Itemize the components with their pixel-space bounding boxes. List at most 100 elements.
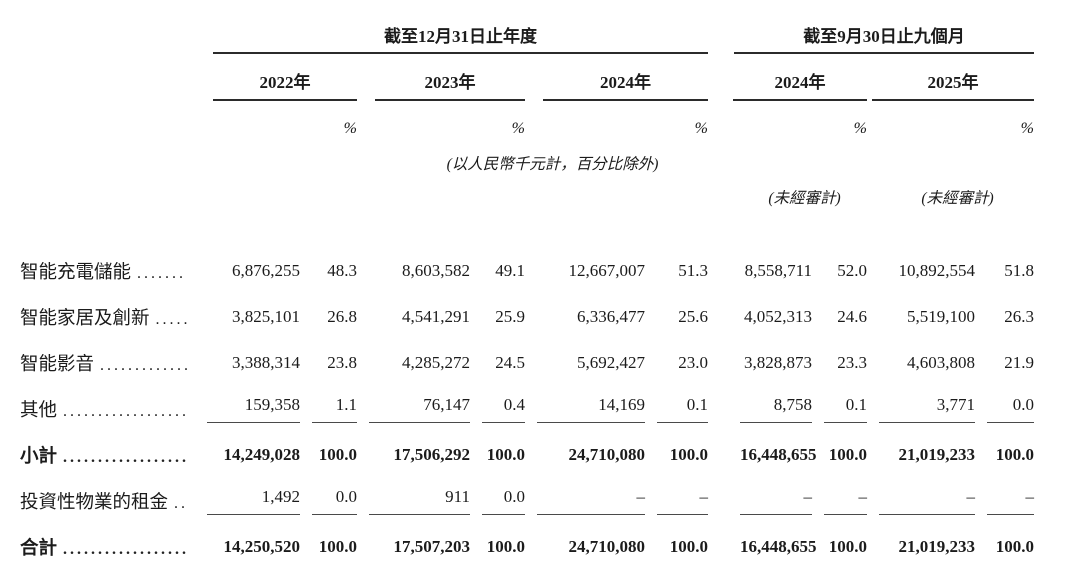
- percent-cell: 1.1: [300, 386, 357, 432]
- value-cell: 8,603,582: [402, 261, 470, 280]
- period-header-row: 截至12月31日止年度 截至9月30日止九個月: [20, 6, 1034, 54]
- dot-leader: ........................................…: [63, 541, 187, 558]
- unaudited-row: (未經審計) (未經審計): [20, 174, 1034, 208]
- unaudited-note: (未經審計): [921, 190, 994, 207]
- value-cell: 4,285,272: [402, 353, 470, 372]
- value-cell: 3,825,101: [232, 307, 300, 326]
- percent-cell: 26.3: [1004, 307, 1034, 326]
- value-cell: 3,828,873: [744, 353, 812, 372]
- row-label-header-empty: [20, 54, 195, 101]
- percent-cell: 25.9: [495, 307, 525, 326]
- unaudited-note: (未經審計): [768, 190, 841, 207]
- dot-leader: ........................................…: [137, 265, 187, 282]
- value-cell: –: [525, 478, 645, 524]
- percent-cell: 100.0: [318, 445, 357, 464]
- dot-leader: ........................................…: [100, 357, 187, 374]
- row-label-empty: [20, 138, 195, 174]
- percent-symbol: %: [1020, 120, 1034, 137]
- row-label-empty: [20, 174, 195, 208]
- row-label-smart-home-innovation: 智能家居及創新.................................…: [20, 294, 195, 340]
- percent-cell: 100.0: [318, 537, 357, 556]
- value-cell-empty: [867, 101, 975, 138]
- section-gap: [708, 478, 728, 524]
- percent-cell: 0.1: [645, 386, 708, 432]
- percent-symbol: %: [694, 120, 708, 137]
- value-cell-empty: [195, 101, 300, 138]
- percent-symbol: %: [853, 120, 867, 137]
- year-header-2025-9m: 2025年: [867, 54, 1034, 101]
- table-row-others: 其他......................................…: [20, 386, 1034, 432]
- empty-cell: [195, 138, 357, 174]
- empty-cell: [195, 174, 708, 208]
- percent-cell: –: [812, 478, 867, 524]
- year-header-2024-9m: 2024年: [728, 54, 867, 101]
- value-cell: 3,388,314: [232, 353, 300, 372]
- percent-cell: 0.1: [812, 386, 867, 432]
- value-cell: 16,448,655: [740, 445, 817, 464]
- units-note-row: (以人民幣千元計，百分比除外): [20, 138, 1034, 174]
- table-row-subtotal: 小計......................................…: [20, 432, 1034, 478]
- value-cell: 14,250,520: [223, 537, 301, 556]
- percent-cell: –: [645, 478, 708, 524]
- value-cell: 12,667,007: [568, 261, 646, 280]
- year-header-2022: 2022年: [195, 54, 357, 101]
- value-cell-empty: [728, 101, 812, 138]
- percent-cell: –: [975, 478, 1034, 524]
- value-cell: 8,558,711: [744, 261, 812, 280]
- value-cell: 76,147: [357, 386, 470, 432]
- row-label-empty: [20, 101, 195, 138]
- percent-cell: 23.8: [327, 353, 357, 372]
- value-cell: 16,448,655: [740, 537, 817, 556]
- value-cell: 24,710,080: [568, 445, 646, 464]
- section-gap: [708, 294, 728, 340]
- section-gap: [708, 386, 728, 432]
- value-cell: 14,249,028: [223, 445, 301, 464]
- units-note: (以人民幣千元計，百分比除外): [446, 156, 659, 173]
- value-cell: –: [867, 478, 975, 524]
- dot-leader: ........................................…: [63, 403, 187, 420]
- revenue-breakdown-table: 截至12月31日止年度 截至9月30日止九個月 2022年 2023年 2024…: [20, 6, 1034, 570]
- year-header-2023: 2023年: [357, 54, 525, 101]
- value-cell: 159,358: [195, 386, 300, 432]
- value-cell-empty: [525, 101, 645, 138]
- percent-cell: 100.0: [669, 445, 708, 464]
- table-row-total: 合計......................................…: [20, 524, 1034, 570]
- percent-cell: 100.0: [828, 537, 867, 556]
- section-gap: [708, 138, 728, 174]
- percent-cell: 24.6: [837, 307, 867, 326]
- row-label-subtotal: 小計......................................…: [20, 447, 187, 467]
- section-gap: [708, 524, 728, 570]
- value-cell: 5,692,427: [577, 353, 645, 372]
- section-gap: [708, 340, 728, 386]
- value-cell: 8,758: [728, 386, 812, 432]
- table-row-smart-charging-storage: 智能充電儲能..................................…: [20, 248, 1034, 294]
- year-header-row: 2022年 2023年 2024年 2024年 2025年: [20, 54, 1034, 101]
- percent-cell: 52.0: [837, 261, 867, 280]
- section-gap: [708, 101, 728, 138]
- section-gap: [708, 432, 728, 478]
- percent-cell: 24.5: [495, 353, 525, 372]
- percent-cell: 100.0: [486, 537, 525, 556]
- value-cell: 14,169: [525, 386, 645, 432]
- spacer-row: [20, 208, 1034, 248]
- row-label-total: 合計......................................…: [20, 539, 187, 559]
- value-cell: 24,710,080: [568, 537, 646, 556]
- section-gap: [708, 54, 728, 101]
- section-gap: [708, 174, 728, 208]
- value-cell: 6,876,255: [232, 261, 300, 280]
- dot-leader: ........................................…: [155, 311, 187, 328]
- year-header-2024-annual: 2024年: [525, 54, 708, 101]
- percent-cell: 0.0: [300, 478, 357, 524]
- value-cell: 6,336,477: [577, 307, 645, 326]
- row-label-others: 其他......................................…: [20, 401, 187, 421]
- percent-cell: 23.3: [837, 353, 867, 372]
- percent-cell: 23.0: [678, 353, 708, 372]
- value-cell: 3,771: [867, 386, 975, 432]
- percent-symbol-row: % % % % %: [20, 101, 1034, 138]
- value-cell: 4,603,808: [907, 353, 975, 372]
- percent-symbol: %: [343, 120, 357, 137]
- row-label-smart-charging-storage: 智能充電儲能..................................…: [20, 263, 187, 283]
- document-page: { "table": { "dot_leader": "............…: [0, 6, 1080, 576]
- percent-symbol: %: [511, 120, 525, 137]
- value-cell: 4,052,313: [744, 307, 812, 326]
